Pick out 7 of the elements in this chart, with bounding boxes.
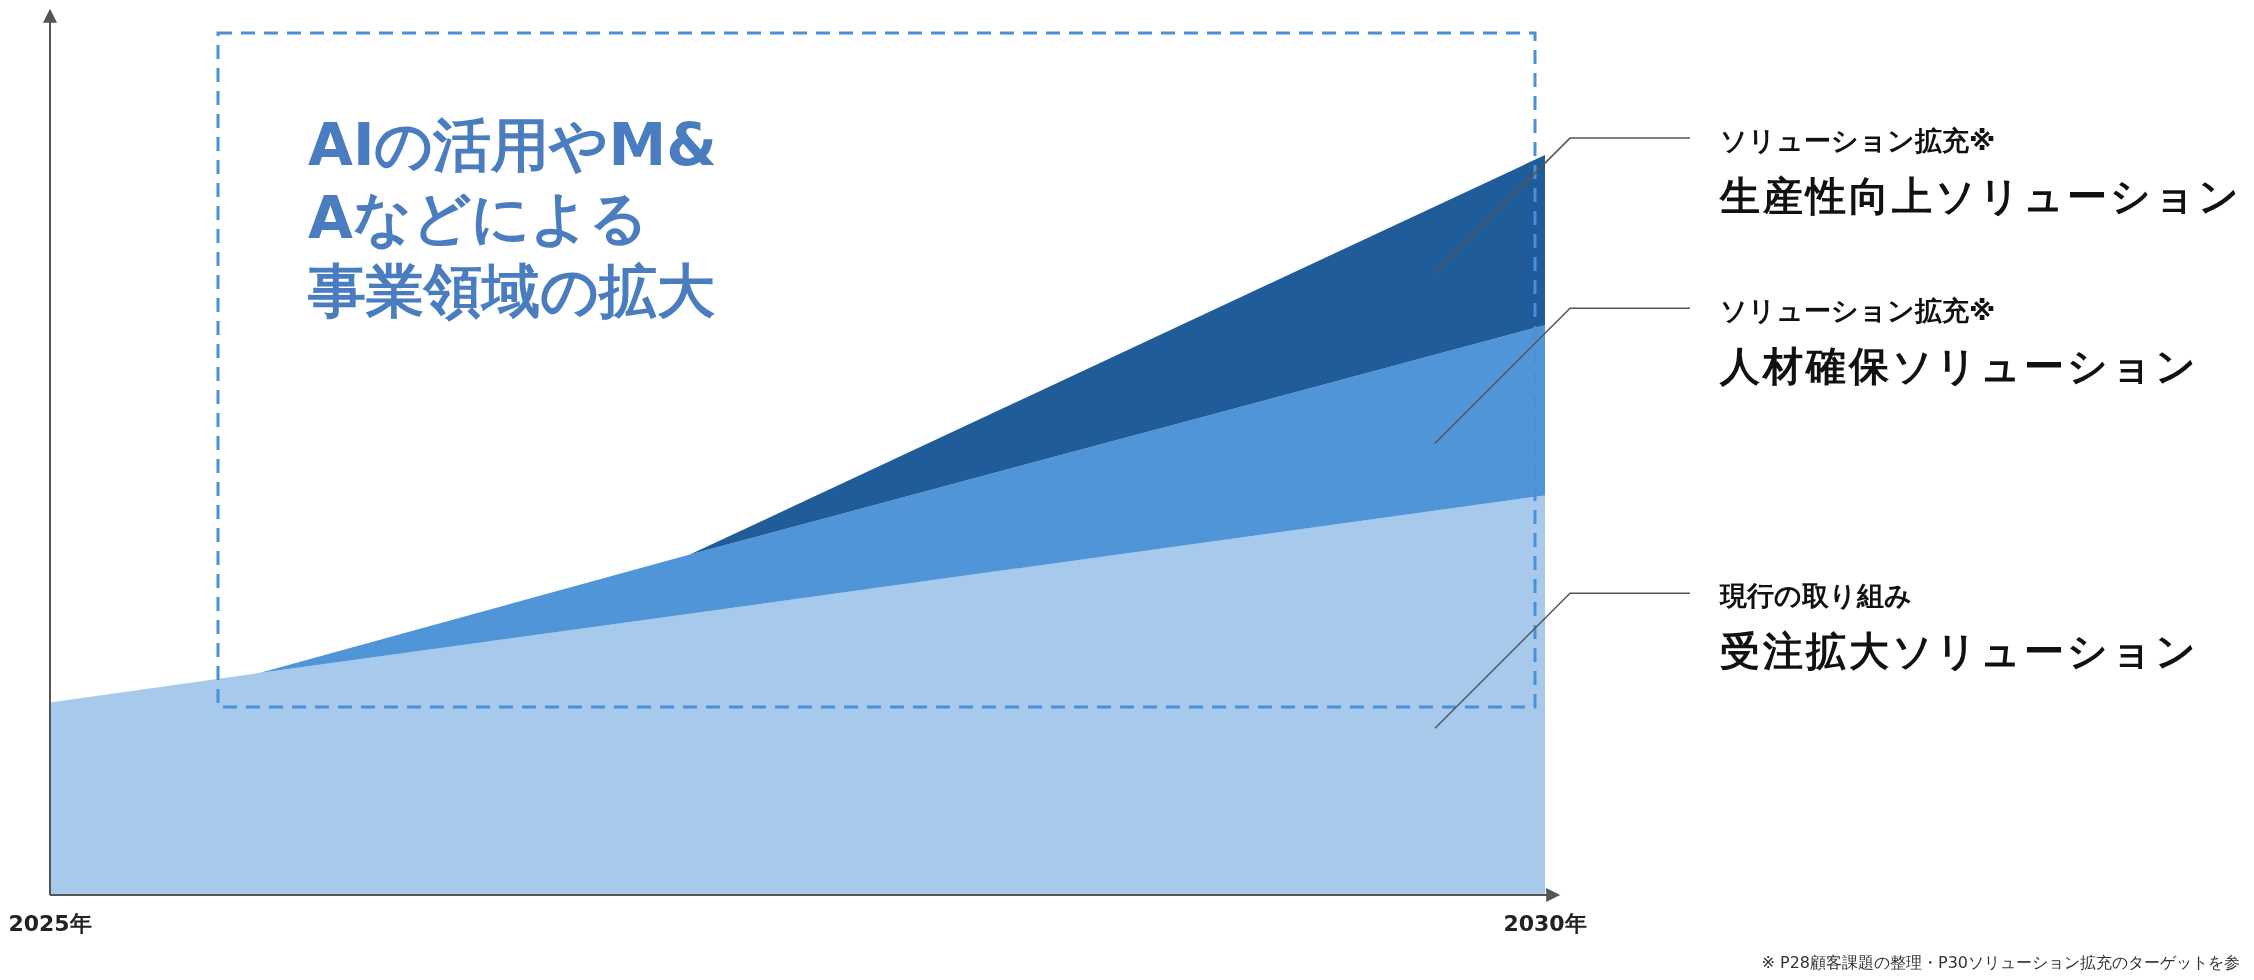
annotation: AIの活用やM&Aなどによる事業領域の拡大 [307, 111, 717, 325]
x-tick-label: 2030年 [1503, 911, 1587, 936]
text: ※ P28顧客課題の整理・P30ソリューション拡充のターゲットを参 [1761, 953, 2240, 972]
x-tick-label: 2025年 [8, 911, 92, 936]
text: ソリューション拡充※ [1720, 125, 1996, 157]
text: 現行の取り組み [1719, 580, 1912, 612]
text: ソリューション拡充※ [1720, 295, 1996, 327]
